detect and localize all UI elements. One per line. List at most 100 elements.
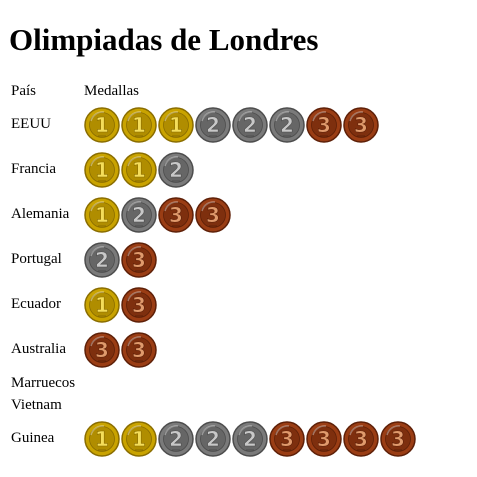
country-name: Guinea xyxy=(11,430,55,446)
medal-2-icon: 2 xyxy=(195,420,231,457)
medal-1-icon: 1 xyxy=(121,151,157,188)
medal-1-icon: 1 xyxy=(121,420,157,457)
medal-number: 2 xyxy=(206,113,220,137)
medal-number: 3 xyxy=(169,203,183,227)
medal-number: 2 xyxy=(243,427,257,451)
country-name: Portugal xyxy=(11,251,62,267)
medal-number: 3 xyxy=(391,427,405,451)
medal-number: 3 xyxy=(132,338,146,362)
medal-number: 3 xyxy=(354,113,368,137)
country-name: Vietnam xyxy=(11,396,62,413)
medal-2-icon: 2 xyxy=(195,106,231,143)
medal-number: 2 xyxy=(243,113,257,137)
medal-number: 3 xyxy=(206,203,220,227)
table-row: Vietnam xyxy=(8,394,416,416)
medal-number: 1 xyxy=(95,203,109,227)
medal-number: 3 xyxy=(317,113,331,137)
country-column-header: País xyxy=(11,82,37,99)
medal-3-icon: 3 xyxy=(84,331,120,368)
page-title: Olimpiadas de Londres xyxy=(9,22,319,57)
country-name: EEUU xyxy=(11,116,51,132)
medal-number: 2 xyxy=(95,248,109,272)
medal-3-icon: 3 xyxy=(121,331,157,368)
medal-number: 2 xyxy=(132,203,146,227)
medal-2-icon: 2 xyxy=(158,420,194,457)
medal-table: País Medallas EEUU 1 1 1 2 2 2 3 3 Francia 1 1 2 Alem… xyxy=(8,80,416,461)
medal-number: 3 xyxy=(354,427,368,451)
medal-2-icon: 2 xyxy=(232,106,268,143)
table-row: Marruecos xyxy=(8,372,416,394)
medal-1-icon: 1 xyxy=(121,106,157,143)
country-name: Australia xyxy=(11,341,66,357)
medal-3-icon: 3 xyxy=(121,241,157,278)
medal-number: 1 xyxy=(95,427,109,451)
medal-1-icon: 1 xyxy=(84,420,120,457)
medals-cell xyxy=(81,372,416,394)
medal-number: 1 xyxy=(95,113,109,137)
medal-number: 3 xyxy=(280,427,294,451)
medal-number: 1 xyxy=(132,427,146,451)
table-row: Australia 3 3 xyxy=(8,327,416,372)
medal-number: 1 xyxy=(132,113,146,137)
medal-3-icon: 3 xyxy=(343,420,379,457)
medal-number: 1 xyxy=(132,158,146,182)
medal-3-icon: 3 xyxy=(195,196,231,233)
medals-column-header: Medallas xyxy=(84,82,139,99)
medal-number: 3 xyxy=(317,427,331,451)
medal-number: 2 xyxy=(280,113,294,137)
medal-3-icon: 3 xyxy=(306,106,342,143)
medal-number: 3 xyxy=(132,248,146,272)
medal-3-icon: 3 xyxy=(306,420,342,457)
table-row: Francia 1 1 2 xyxy=(8,147,416,192)
medal-number: 1 xyxy=(169,113,183,137)
medal-2-icon: 2 xyxy=(84,241,120,278)
medal-number: 2 xyxy=(169,427,183,451)
table-row: EEUU 1 1 1 2 2 2 3 3 xyxy=(8,102,416,147)
medal-3-icon: 3 xyxy=(380,420,416,457)
table-header-row: País Medallas xyxy=(8,80,416,102)
medal-3-icon: 3 xyxy=(269,420,305,457)
medal-3-icon: 3 xyxy=(343,106,379,143)
medal-1-icon: 1 xyxy=(84,196,120,233)
medal-1-icon: 1 xyxy=(84,286,120,323)
table-row: Guinea 1 1 2 2 2 3 3 3 3 xyxy=(8,416,416,461)
table-row: Ecuador 1 3 xyxy=(8,282,416,327)
medals-cell xyxy=(81,394,416,416)
medal-2-icon: 2 xyxy=(121,196,157,233)
medal-1-icon: 1 xyxy=(84,151,120,188)
medal-2-icon: 2 xyxy=(158,151,194,188)
medal-number: 3 xyxy=(132,293,146,317)
medal-number: 2 xyxy=(206,427,220,451)
medal-2-icon: 2 xyxy=(232,420,268,457)
country-name: Marruecos xyxy=(11,374,76,391)
medal-number: 1 xyxy=(95,158,109,182)
medal-table-body: EEUU 1 1 1 2 2 2 3 3 Francia 1 1 2 Alemania 1 2 3 3 Portug… xyxy=(8,102,416,461)
medal-3-icon: 3 xyxy=(121,286,157,323)
table-row: Alemania 1 2 3 3 xyxy=(8,192,416,237)
country-name: Ecuador xyxy=(11,296,61,312)
medal-number: 2 xyxy=(169,158,183,182)
medal-number: 1 xyxy=(95,293,109,317)
country-name: Francia xyxy=(11,161,56,177)
medal-2-icon: 2 xyxy=(269,106,305,143)
medal-1-icon: 1 xyxy=(84,106,120,143)
medal-3-icon: 3 xyxy=(158,196,194,233)
country-name: Alemania xyxy=(11,206,70,222)
medal-1-icon: 1 xyxy=(158,106,194,143)
table-row: Portugal 2 3 xyxy=(8,237,416,282)
medal-number: 3 xyxy=(95,338,109,362)
